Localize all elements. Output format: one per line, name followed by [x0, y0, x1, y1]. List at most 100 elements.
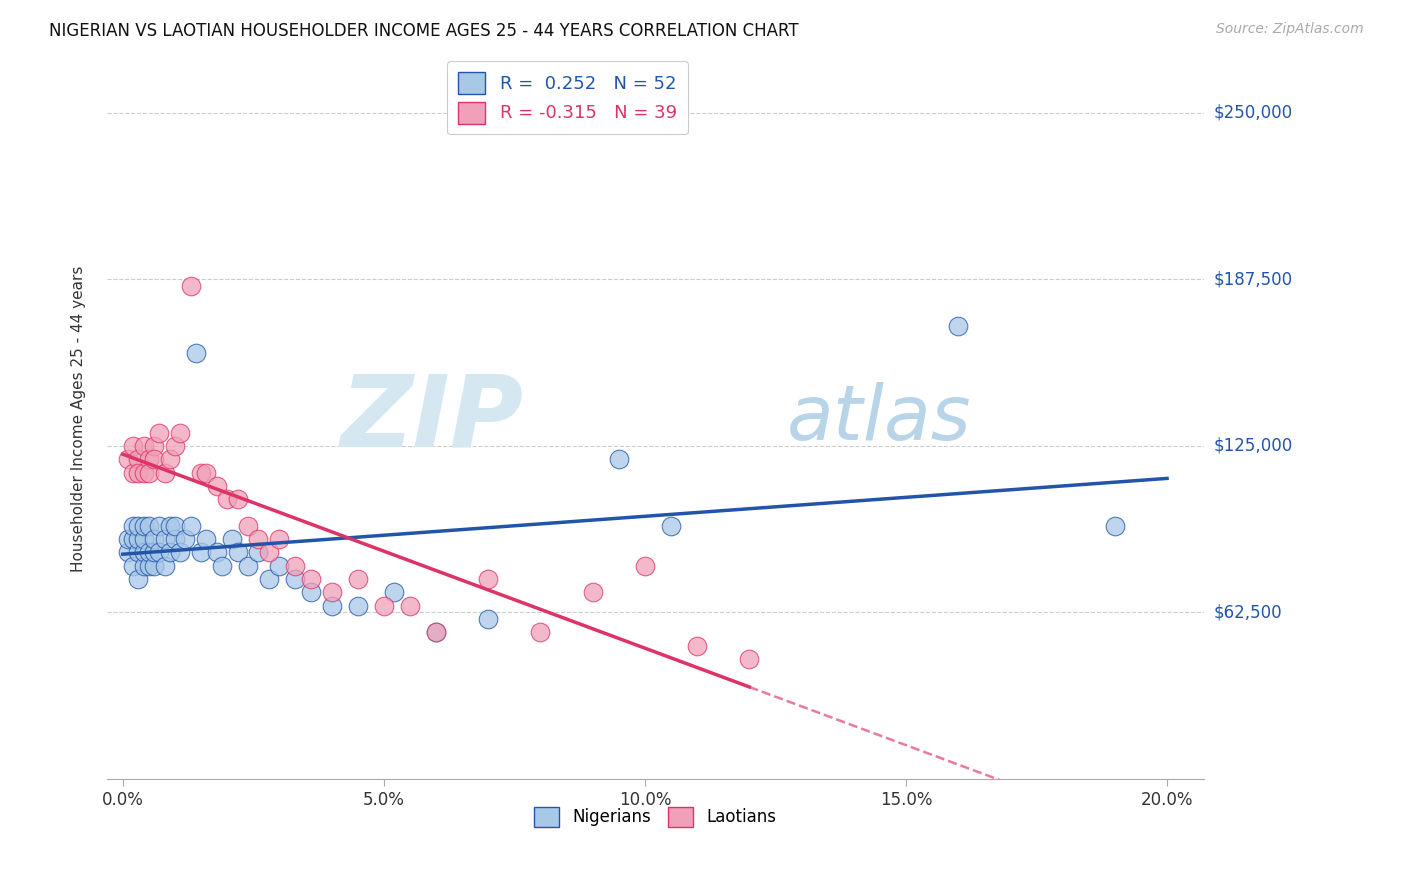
Point: [284, 572, 307, 586]
Point: [143, 532, 166, 546]
Text: ZIP: ZIP: [340, 371, 524, 467]
Point: [163, 518, 186, 533]
Point: [127, 518, 149, 533]
Point: [634, 558, 657, 573]
Point: [122, 518, 145, 533]
Point: [153, 466, 176, 480]
Point: [247, 532, 270, 546]
Text: $187,500: $187,500: [1213, 270, 1292, 288]
Point: [686, 639, 709, 653]
Point: [122, 558, 145, 573]
Point: [132, 439, 155, 453]
Point: [159, 518, 181, 533]
Point: [226, 492, 249, 507]
Point: [373, 599, 395, 613]
Point: [117, 452, 139, 467]
Point: [477, 572, 499, 586]
Point: [138, 545, 160, 559]
Point: [425, 625, 447, 640]
Point: [217, 492, 239, 507]
Point: [122, 466, 145, 480]
Point: [127, 452, 149, 467]
Point: [190, 466, 212, 480]
Point: [143, 439, 166, 453]
Text: atlas: atlas: [787, 383, 972, 457]
Point: [269, 532, 291, 546]
Point: [143, 558, 166, 573]
Point: [143, 452, 166, 467]
Point: [399, 599, 422, 613]
Point: [148, 425, 170, 440]
Text: $125,000: $125,000: [1213, 437, 1292, 455]
Point: [148, 545, 170, 559]
Point: [299, 572, 322, 586]
Point: [117, 532, 139, 546]
Point: [117, 545, 139, 559]
Point: [738, 652, 761, 666]
Point: [122, 532, 145, 546]
Point: [132, 518, 155, 533]
Point: [148, 518, 170, 533]
Point: [221, 532, 243, 546]
Point: [236, 558, 259, 573]
Point: [159, 452, 181, 467]
Point: [284, 558, 307, 573]
Point: [269, 558, 291, 573]
Point: [321, 599, 343, 613]
Legend: Nigerians, Laotians: Nigerians, Laotians: [526, 798, 785, 835]
Text: Source: ZipAtlas.com: Source: ZipAtlas.com: [1216, 22, 1364, 37]
Point: [159, 545, 181, 559]
Point: [205, 545, 228, 559]
Point: [257, 545, 280, 559]
Point: [346, 572, 368, 586]
Point: [195, 532, 218, 546]
Text: NIGERIAN VS LAOTIAN HOUSEHOLDER INCOME AGES 25 - 44 YEARS CORRELATION CHART: NIGERIAN VS LAOTIAN HOUSEHOLDER INCOME A…: [49, 22, 799, 40]
Point: [321, 585, 343, 599]
Point: [607, 452, 630, 467]
Point: [138, 466, 160, 480]
Point: [180, 279, 202, 293]
Point: [529, 625, 551, 640]
Point: [169, 425, 191, 440]
Point: [174, 532, 197, 546]
Point: [299, 585, 322, 599]
Point: [132, 545, 155, 559]
Point: [132, 558, 155, 573]
Point: [184, 345, 207, 359]
Point: [477, 612, 499, 626]
Point: [180, 518, 202, 533]
Text: $250,000: $250,000: [1213, 103, 1292, 122]
Point: [195, 466, 218, 480]
Point: [582, 585, 605, 599]
Point: [132, 466, 155, 480]
Point: [190, 545, 212, 559]
Point: [211, 558, 233, 573]
Point: [659, 518, 682, 533]
Point: [247, 545, 270, 559]
Point: [236, 518, 259, 533]
Text: $62,500: $62,500: [1213, 603, 1282, 622]
Point: [948, 318, 970, 333]
Point: [163, 532, 186, 546]
Y-axis label: Householder Income Ages 25 - 44 years: Householder Income Ages 25 - 44 years: [72, 266, 86, 573]
Point: [257, 572, 280, 586]
Point: [382, 585, 405, 599]
Point: [346, 599, 368, 613]
Point: [153, 558, 176, 573]
Point: [153, 532, 176, 546]
Point: [138, 452, 160, 467]
Point: [425, 625, 447, 640]
Point: [163, 439, 186, 453]
Point: [132, 532, 155, 546]
Point: [169, 545, 191, 559]
Point: [205, 479, 228, 493]
Point: [127, 545, 149, 559]
Point: [226, 545, 249, 559]
Point: [127, 466, 149, 480]
Point: [143, 545, 166, 559]
Point: [138, 558, 160, 573]
Point: [127, 532, 149, 546]
Point: [1104, 518, 1126, 533]
Point: [122, 439, 145, 453]
Point: [138, 518, 160, 533]
